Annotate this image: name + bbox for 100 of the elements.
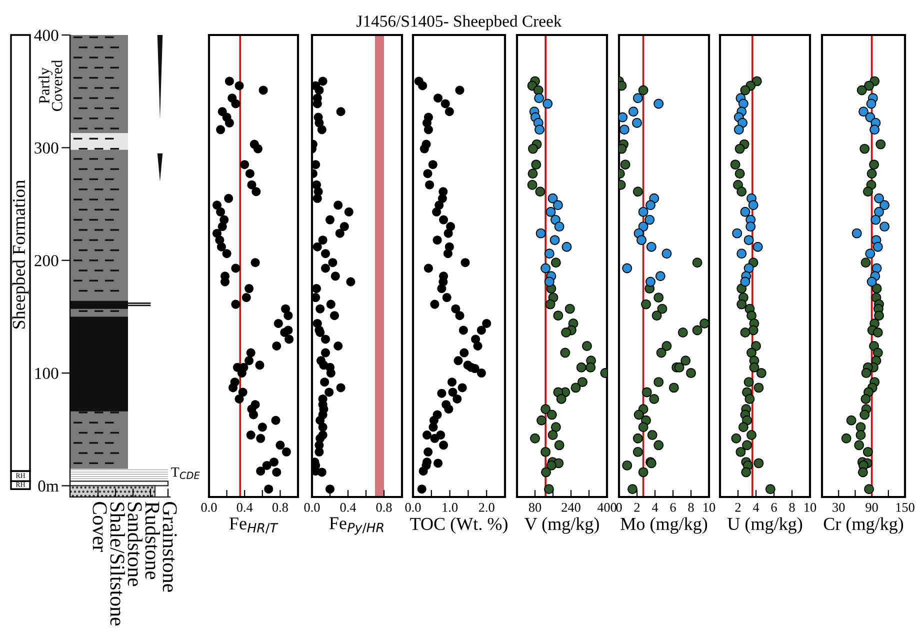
x-tick-label: 80 <box>528 502 542 512</box>
x-tick-label: 90 <box>866 502 878 512</box>
point <box>570 382 581 393</box>
point <box>748 200 758 210</box>
x-tick-label: 0.4 <box>340 502 356 512</box>
point <box>552 200 563 210</box>
point <box>752 242 763 252</box>
point <box>556 394 566 404</box>
point <box>632 93 643 104</box>
point <box>536 228 546 238</box>
point <box>870 214 881 225</box>
point <box>866 168 877 179</box>
point <box>734 144 745 154</box>
point <box>678 328 688 338</box>
x-tick-label: Rudstone <box>145 502 160 580</box>
point <box>638 206 648 217</box>
point <box>872 263 882 274</box>
point <box>736 299 747 310</box>
chart-title: J1456/S1405- Sheepbed Creek <box>356 15 562 30</box>
point <box>540 446 551 457</box>
point <box>662 341 672 351</box>
x-tick-label: 8 <box>789 502 795 512</box>
point <box>550 422 561 432</box>
point <box>619 112 628 122</box>
point <box>870 124 880 135</box>
point <box>880 222 890 232</box>
point <box>545 299 556 310</box>
point <box>686 368 696 378</box>
point <box>862 446 873 457</box>
point <box>746 430 756 440</box>
point <box>656 348 666 358</box>
point <box>632 433 643 444</box>
x-tick-label: Grainstone <box>162 502 177 592</box>
point <box>540 263 551 274</box>
point <box>736 248 747 259</box>
point <box>646 200 656 210</box>
point <box>534 124 544 135</box>
point <box>841 433 852 444</box>
point <box>546 410 557 420</box>
point <box>744 394 755 404</box>
point <box>577 377 588 388</box>
x-tick-label: 0.0 <box>405 502 421 512</box>
point <box>860 258 871 268</box>
x-tick-label: 0.0 <box>304 502 320 512</box>
point <box>632 118 642 128</box>
point <box>564 304 575 314</box>
point <box>744 235 754 246</box>
point <box>546 206 556 217</box>
y-tick-label: 200 <box>34 255 58 266</box>
point <box>860 410 870 420</box>
point <box>527 180 538 190</box>
point <box>540 404 551 414</box>
point <box>638 85 648 96</box>
point <box>862 186 873 197</box>
point <box>858 467 868 478</box>
point <box>553 310 564 321</box>
point <box>874 193 884 204</box>
point <box>536 415 547 426</box>
point <box>744 377 754 388</box>
point <box>746 310 756 321</box>
x-tick-label: 8 <box>688 502 694 512</box>
point <box>636 235 646 246</box>
x-tick-label: 0 <box>616 502 622 512</box>
point <box>734 168 745 179</box>
text: Sheepbed Formation <box>12 180 29 328</box>
x-axis-title: Mo (mg/kg) <box>620 517 708 534</box>
point <box>642 387 652 398</box>
point <box>654 98 664 109</box>
point <box>856 430 866 440</box>
point <box>655 271 666 282</box>
point <box>561 328 572 338</box>
point <box>628 484 638 494</box>
y-tick-label: 300 <box>34 142 58 154</box>
point <box>550 235 560 246</box>
point <box>692 325 702 336</box>
point <box>874 206 884 217</box>
point <box>674 362 684 372</box>
point <box>860 394 871 404</box>
point <box>858 106 868 117</box>
x-axis-title: U (mg/kg) <box>728 517 802 534</box>
point <box>657 304 668 314</box>
x-tick-label: Cover <box>92 502 107 552</box>
point <box>748 325 758 336</box>
x-tick-label: 6 <box>771 502 777 512</box>
point <box>734 124 744 135</box>
point <box>846 415 856 426</box>
point <box>866 98 876 109</box>
text: Partly Covered <box>38 60 62 111</box>
x-tick-label: 240 <box>562 502 580 512</box>
x-tick-label: 0.8 <box>272 502 288 512</box>
point <box>872 242 883 252</box>
x-axis-title: Fe$_{HR/T}$ <box>229 518 278 534</box>
point <box>746 348 756 358</box>
point <box>736 186 747 197</box>
point <box>528 168 538 179</box>
point <box>751 341 761 351</box>
y-tick-label: 100 <box>35 368 58 379</box>
point <box>861 368 872 378</box>
x-tick-label: 0.4 <box>236 502 253 512</box>
text: T$_{CDE}$ <box>171 468 200 480</box>
